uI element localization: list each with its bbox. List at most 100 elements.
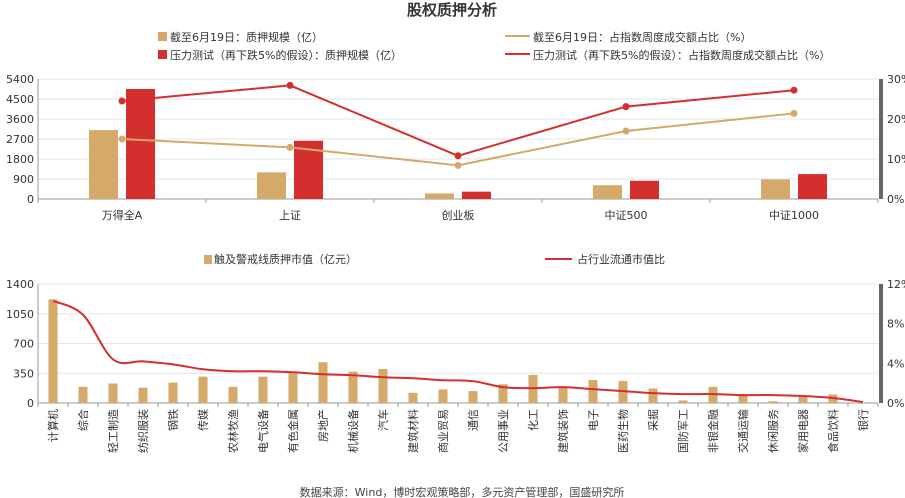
- x-tick-label: 采掘: [646, 409, 660, 431]
- y-left-tick-label: 900: [13, 173, 34, 186]
- x-tick-label: 商业贸易: [436, 409, 450, 453]
- line-point: [790, 109, 798, 117]
- bar: [761, 179, 790, 199]
- x-tick-label: 中证1000: [769, 209, 819, 222]
- bar: [126, 89, 155, 199]
- legend2-label-0: 触及警戒线质押市值（亿元）: [214, 252, 357, 266]
- bar: [498, 384, 508, 403]
- bar: [89, 130, 118, 199]
- bar: [468, 391, 478, 403]
- x-tick-label: 轻工制造: [106, 409, 120, 453]
- bar: [438, 389, 448, 403]
- x-tick-label: 化工: [526, 409, 540, 431]
- bar: [678, 400, 688, 403]
- line-point: [118, 97, 126, 105]
- bar: [593, 185, 622, 199]
- bar: [257, 172, 286, 199]
- x-tick-label: 建筑装饰: [556, 409, 570, 453]
- x-tick-label: 通信: [467, 409, 480, 431]
- bar: [168, 382, 178, 403]
- x-tick-label: 中证500: [605, 209, 648, 222]
- series-line: [121, 84, 795, 157]
- x-tick-label: 电气设备: [256, 409, 270, 453]
- chart-2: 0 350 700 1050 1400 0% 4% 8% 12% 计算机 综合 轻工制造 纺织服装 钢铁传…: [6, 278, 905, 453]
- line-point: [622, 127, 630, 135]
- bar: [318, 362, 328, 403]
- x-tick-label: 有色金属: [286, 409, 300, 453]
- bar: [138, 387, 148, 403]
- line-point: [286, 143, 294, 151]
- bar: [108, 383, 118, 403]
- y-right-tick-label: 30%: [887, 73, 905, 86]
- y-left-tick-label: 4500: [6, 93, 34, 106]
- bar: [558, 387, 568, 403]
- x-tick-label: 家用电器: [796, 409, 810, 453]
- x-tick-label: 国防军工: [676, 409, 690, 453]
- bar: [425, 193, 454, 199]
- line-point: [286, 81, 294, 89]
- x-tick-label: 医药生物: [616, 409, 630, 453]
- x-tick-label: 万得全A: [102, 208, 143, 222]
- series-line: [52, 299, 864, 403]
- x-tick-label: 食品饮料: [826, 409, 840, 453]
- y-right-tick-label: 0%: [887, 193, 904, 206]
- legend2-swatch-0: [204, 255, 212, 264]
- legend2-label-1: 占行业流通市值比: [577, 252, 665, 266]
- chart2-legend: 触及警戒线质押市值（亿元） 占行业流通市值比: [204, 252, 665, 266]
- legend1-label-3: 压力测试（再下跌5%的假设）：占指数周度成交额占比（%）: [533, 48, 830, 62]
- x-tick-label: 综合: [76, 409, 90, 431]
- bar: [588, 380, 598, 403]
- bar: [288, 373, 298, 403]
- x-tick-label: 非银金融: [706, 409, 720, 453]
- line-point: [454, 152, 462, 160]
- y-left-tick-label: 2700: [6, 133, 34, 146]
- y-right-axis: [879, 284, 883, 403]
- x-tick-label: 上证: [279, 209, 301, 222]
- bar: [48, 299, 58, 403]
- source-note: 数据来源：Wind，博时宏观策略部，多元资产管理部，国盛研究所: [300, 485, 625, 498]
- legend1-swatch-0: [158, 32, 167, 41]
- y-left-tick-label: 350: [13, 367, 34, 380]
- bar: [378, 369, 388, 403]
- y-left-tick-label: 1800: [6, 153, 34, 166]
- y-right-tick-label: 8%: [887, 318, 904, 331]
- x-tick-label: 交通运输: [736, 409, 750, 453]
- x-tick-label: 创业板: [442, 208, 475, 222]
- bar: [768, 401, 778, 403]
- bar: [738, 394, 748, 403]
- bar: [78, 386, 88, 403]
- y-right-tick-label: 10%: [887, 153, 905, 166]
- bar: [798, 174, 827, 199]
- chart-title: 股权质押分析: [407, 1, 497, 19]
- y-left-tick-label: 1050: [6, 308, 34, 321]
- legend1-label-0: 截至6月19日：质押规模（亿）: [170, 30, 323, 44]
- y-right-tick-label: 12%: [887, 278, 905, 291]
- line-point: [622, 103, 630, 111]
- y-left-tick-label: 0: [27, 193, 34, 206]
- line-point: [118, 135, 126, 143]
- chart1-legend: 截至6月19日：质押规模（亿） 截至6月19日：占指数周度成交额占比（%） 压力…: [158, 30, 830, 62]
- line-point: [790, 86, 798, 94]
- y-left-tick-label: 3600: [6, 113, 34, 126]
- bar: [408, 392, 418, 403]
- bar: [630, 180, 659, 199]
- legend1-swatch-1: [158, 50, 167, 59]
- bar: [798, 397, 808, 403]
- y-right-axis: [879, 79, 883, 199]
- legend1-label-1: 压力测试（再下跌5%的假设）：质押规模（亿）: [170, 48, 402, 62]
- bar: [462, 191, 491, 199]
- x-tick-label: 房地产: [316, 409, 330, 442]
- x-tick-label: 汽车: [376, 409, 390, 431]
- x-tick-label: 公用事业: [497, 409, 510, 453]
- bar: [648, 388, 658, 403]
- x-tick-label: 计算机: [46, 409, 60, 442]
- bar: [258, 376, 268, 403]
- bar: [348, 371, 358, 403]
- x-tick-label: 建筑材料: [406, 409, 420, 453]
- y-left-tick-label: 0: [27, 397, 34, 410]
- x-tick-label: 银行: [856, 409, 870, 431]
- y-right-tick-label: 4%: [887, 357, 904, 370]
- x-tick-label: 电子: [587, 409, 600, 431]
- x-tick-label: 纺织服装: [136, 409, 150, 453]
